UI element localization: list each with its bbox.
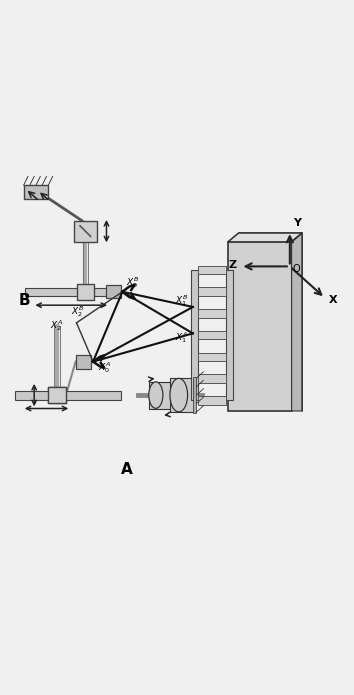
Bar [76, 354, 91, 368]
Bar [228, 242, 292, 411]
Bar [226, 270, 233, 400]
Polygon shape [292, 233, 302, 411]
Bar [48, 387, 66, 403]
Text: $X_2^B$: $X_2^B$ [71, 304, 85, 318]
Bar [198, 375, 226, 383]
Text: $X_1^A$: $X_1^A$ [175, 330, 188, 345]
Bar [198, 352, 226, 361]
Text: Z: Z [228, 260, 236, 270]
Bar [107, 285, 121, 298]
Bar [198, 309, 226, 318]
Text: O: O [293, 263, 300, 274]
Bar [24, 186, 48, 199]
Bar [198, 331, 226, 339]
Text: B: B [18, 293, 30, 308]
Text: A: A [121, 462, 132, 477]
Ellipse shape [149, 382, 163, 409]
Bar [76, 284, 94, 300]
Text: $X_0^B$: $X_0^B$ [126, 275, 139, 290]
Bar [198, 396, 226, 404]
Bar [191, 270, 198, 400]
Bar [149, 382, 173, 409]
Text: $X_2^A$: $X_2^A$ [50, 318, 63, 333]
Ellipse shape [170, 378, 188, 412]
Text: $X_0^A$: $X_0^A$ [98, 360, 112, 375]
Text: Y: Y [293, 218, 301, 228]
Bar [74, 220, 97, 242]
Text: $X_1^B$: $X_1^B$ [175, 293, 188, 308]
Text: X: X [329, 295, 337, 305]
Bar [48, 387, 66, 403]
Bar [193, 377, 196, 413]
Bar [198, 288, 226, 296]
Bar [198, 265, 226, 274]
Bar [15, 391, 121, 400]
Polygon shape [228, 233, 302, 242]
Bar [25, 288, 117, 296]
Bar [170, 378, 195, 412]
